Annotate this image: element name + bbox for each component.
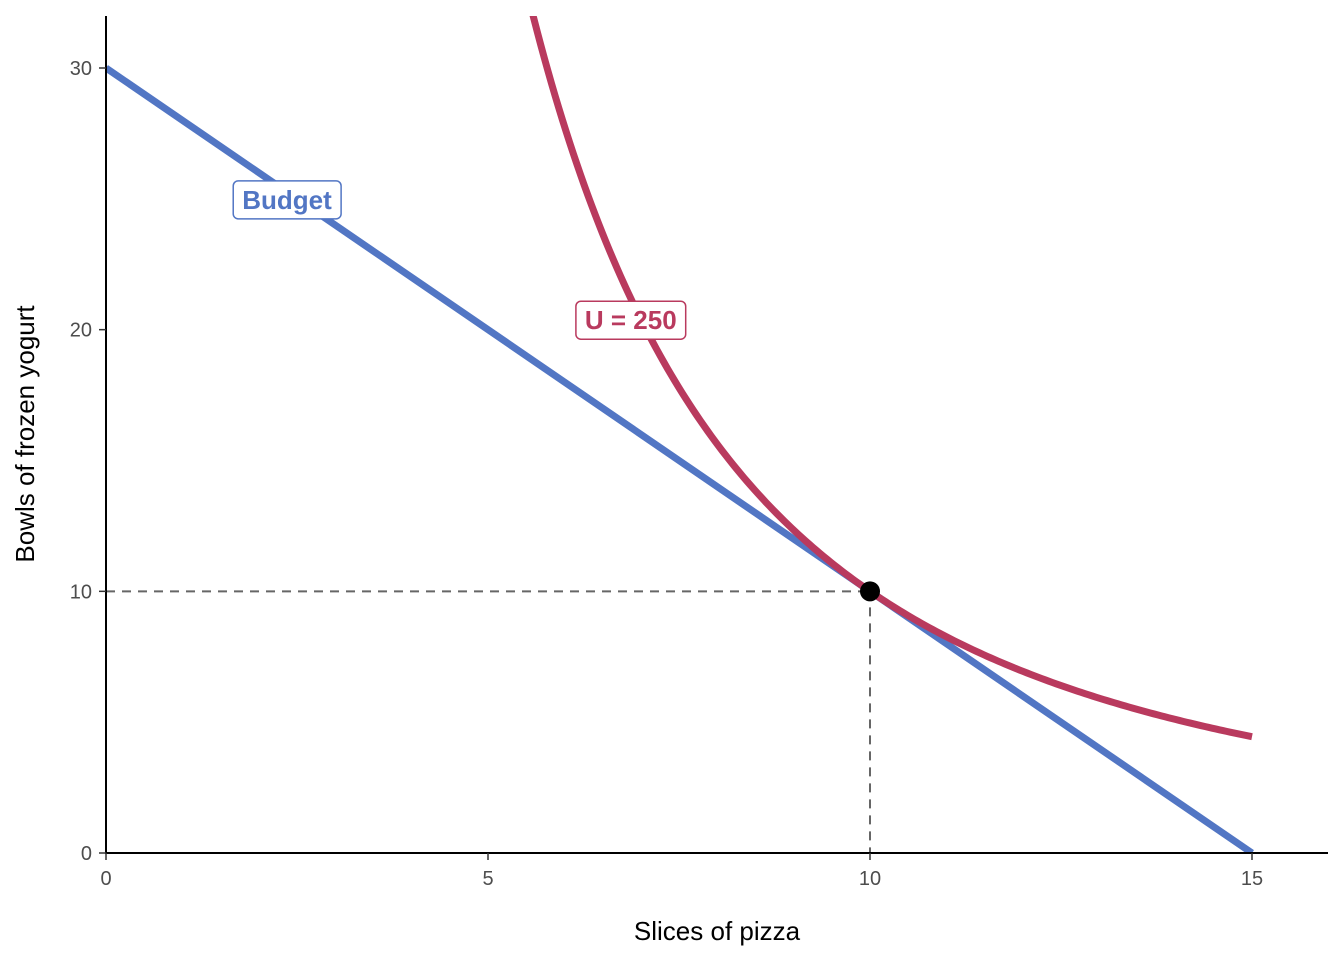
- x-axis-title: Slices of pizza: [634, 916, 801, 946]
- equilibrium-guides: [106, 590, 871, 853]
- x-ticks: 0 5 10 15: [100, 853, 1263, 890]
- y-axis-title: Bowls of frozen yogurt: [10, 305, 40, 563]
- label-layer: Budget U = 250: [232, 180, 687, 340]
- series-label-box: Budget: [232, 180, 342, 220]
- y-tick-label: 30: [70, 58, 92, 80]
- series-label-text: U = 250: [585, 305, 677, 335]
- point-layer: [860, 581, 880, 602]
- equilibrium-point: [860, 581, 880, 602]
- series-label-frame: [575, 300, 687, 340]
- x-tick-label: 0: [100, 868, 111, 890]
- series-line-indifference-curve: [529, 16, 1253, 741]
- series-label-text: Budget: [242, 185, 332, 215]
- axes: 0 5 10 15 0 10 20 30: [70, 16, 1328, 890]
- series-label-box: U = 250: [575, 300, 687, 340]
- y-tick-label: 0: [81, 843, 92, 865]
- series-layer: [106, 16, 1254, 854]
- x-tick-label: 5: [482, 868, 493, 890]
- series-label-frame: [232, 180, 342, 220]
- x-tick-label: 10: [859, 868, 881, 890]
- y-tick-label: 10: [70, 581, 92, 603]
- x-tick-label: 15: [1241, 868, 1263, 890]
- y-tick-label: 20: [70, 320, 92, 342]
- y-ticks: 0 10 20 30: [70, 58, 106, 865]
